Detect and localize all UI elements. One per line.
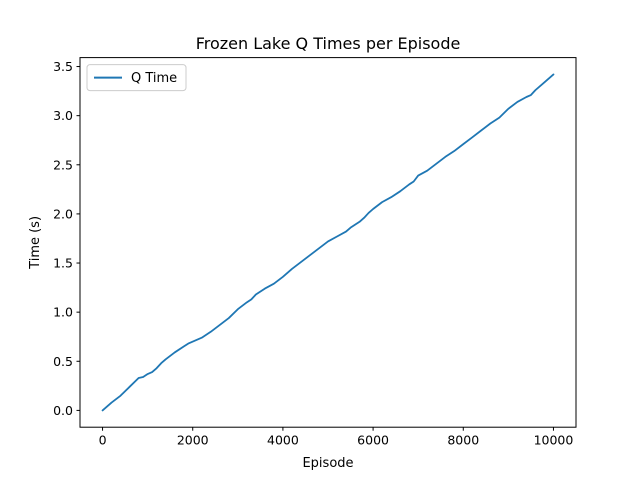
legend-label: Q Time	[131, 71, 177, 86]
y-tick-label: 0.0	[53, 403, 73, 418]
plot-frame	[79, 57, 577, 428]
y-tick-label: 0.5	[53, 354, 73, 369]
legend-box	[86, 64, 187, 92]
y-tick-label: 2.5	[53, 157, 73, 172]
x-tick-label: 8000	[447, 433, 479, 448]
x-tick-label: 2000	[177, 433, 209, 448]
legend: Q Time	[86, 64, 187, 92]
series-layer	[101, 73, 555, 412]
x-tick-label: 0	[99, 433, 107, 448]
y-axis-label: Time (s)	[28, 216, 43, 270]
y-tick-label: 1.5	[53, 256, 73, 271]
y-tick-label: 1.0	[53, 305, 73, 320]
y-tick-label: 3.0	[53, 108, 73, 123]
x-tick-label: 10000	[534, 433, 574, 448]
x-axis-label: Episode	[302, 456, 353, 471]
x-axis-ticks: 0 2000 4000 6000 8000 10000	[99, 427, 574, 448]
y-tick-label: 3.5	[53, 59, 73, 74]
x-tick-label: 6000	[357, 433, 389, 448]
y-axis-ticks: 0.0 0.5 1.0 1.5 2.0 2.5 3.0 3.5	[53, 59, 80, 418]
chart-title: Frozen Lake Q Times per Episode	[196, 34, 461, 53]
x-tick-label: 4000	[267, 433, 299, 448]
y-tick-label: 2.0	[53, 206, 73, 221]
series-line-0	[101, 73, 555, 412]
